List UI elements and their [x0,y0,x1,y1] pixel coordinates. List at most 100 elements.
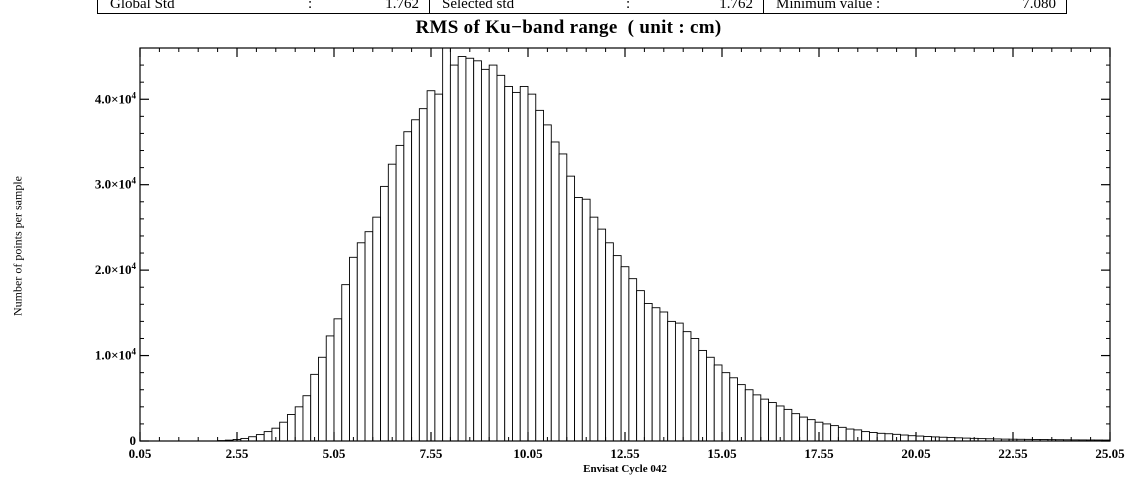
histogram-bar [706,356,715,442]
x-tick-label: 25.05 [1095,446,1125,461]
histogram-bar [512,91,521,442]
histogram-bar [395,144,405,442]
histogram-bar [589,216,599,442]
histogram-bar [341,284,350,442]
histogram-bar [574,197,583,442]
x-tick-label: 22.55 [998,446,1028,461]
histogram-bar [527,93,537,442]
histogram-bar [775,405,785,442]
histogram-bar [426,90,436,442]
x-tick-label: 12.55 [610,446,640,461]
histogram-bar [364,231,374,442]
histogram-bar [667,320,676,442]
stat-cell-global-std: Global Std : 1.762 [98,0,429,13]
histogram-bar [760,398,770,442]
histogram-bar [799,416,808,442]
histogram-bar [356,242,366,442]
histogram-bar [473,60,482,442]
histogram-bar [418,108,428,442]
histogram-bar [488,64,498,442]
y-tick-label: 0 [130,433,137,448]
histogram-bar [822,423,832,442]
x-tick-label: 20.05 [901,446,931,461]
x-tick-label: 5.05 [323,446,346,461]
histogram-bar [837,426,847,442]
chart-title: RMS of Ku−band range ( unit : cm) [415,17,722,38]
histogram-bar [744,389,754,442]
histogram-bar [263,431,273,442]
histogram-bar [783,408,793,442]
histogram-bar [465,57,475,442]
histogram-bar [558,153,568,442]
histogram-bar [752,394,762,442]
histogram-bar [636,290,645,442]
histogram-bar [480,68,490,442]
histogram-bar [325,335,335,442]
histogram-bar [698,349,707,442]
stat-colon: : [626,0,631,12]
histogram-bar [861,431,870,442]
histogram-bar [434,93,444,442]
histogram-bar [310,373,319,442]
histogram-bar [496,74,506,442]
x-tick-label: 17.55 [804,446,834,461]
histogram-bar [868,432,878,442]
histogram-bar [372,216,382,442]
histogram-bar [286,414,296,442]
histogram-bar [900,434,909,442]
histogram-bar [457,56,467,442]
histogram-bar [620,266,630,442]
stat-cell-selected-std: Selected std : 1.762 [429,0,763,13]
stat-value: 7.080 [1022,0,1056,12]
histogram-bar [535,109,544,442]
histogram-bar [721,372,731,442]
stat-value: 1.762 [385,0,419,12]
histogram-bar [519,85,529,442]
histogram-bar [659,311,669,442]
histogram-bar [713,364,723,442]
histogram-bar [845,428,855,442]
histogram-bars [217,47,1111,442]
y-tick-label: 4.0×104 [95,90,137,106]
histogram-bar [682,331,692,442]
histogram-bar [543,124,552,442]
statistics-table: Global Std : 1.762 Selected std : 1.762 … [97,0,1067,14]
histogram-bar [806,419,816,442]
histogram-bar [566,175,576,442]
histogram-bar [279,421,288,442]
histogram-bar [651,307,661,442]
histogram-bar [923,436,932,442]
histogram-bar [729,377,738,442]
histogram-bar [915,435,925,442]
y-tick-label: 1.0×104 [95,347,137,363]
histogram-bar [318,356,327,442]
x-tick-label: 15.05 [707,446,737,461]
histogram-bar [550,141,560,442]
x-tick-label: 2.55 [226,446,249,461]
stat-label: Global Std [110,0,175,12]
histogram-bar [403,131,413,442]
stat-label: Minimum value : [776,0,881,12]
histogram-bar [690,338,700,442]
histogram-bar [876,432,886,442]
histogram-bar [504,85,513,442]
histogram-bar [255,434,265,442]
histogram-bar [302,395,312,442]
y-tick-label: 2.0×104 [95,261,137,277]
x-tick-label: 7.55 [420,446,443,461]
stat-cell-minimum-value: Minimum value : 7.080 [763,0,1066,13]
histogram-bar [628,278,638,442]
histogram-bar [884,433,894,442]
histogram-bar [605,242,614,442]
histogram-bar [612,255,622,442]
histogram-bar [294,406,304,442]
x-axis-label: Envisat Cycle 042 [583,463,667,475]
histogram-bar [349,256,358,442]
stat-value: 1.762 [719,0,753,12]
histogram-bar [248,436,257,442]
stat-colon: : [308,0,313,12]
histogram-bar [449,64,459,442]
histogram-bar [768,402,777,442]
y-tick-label: 3.0×104 [95,176,137,192]
